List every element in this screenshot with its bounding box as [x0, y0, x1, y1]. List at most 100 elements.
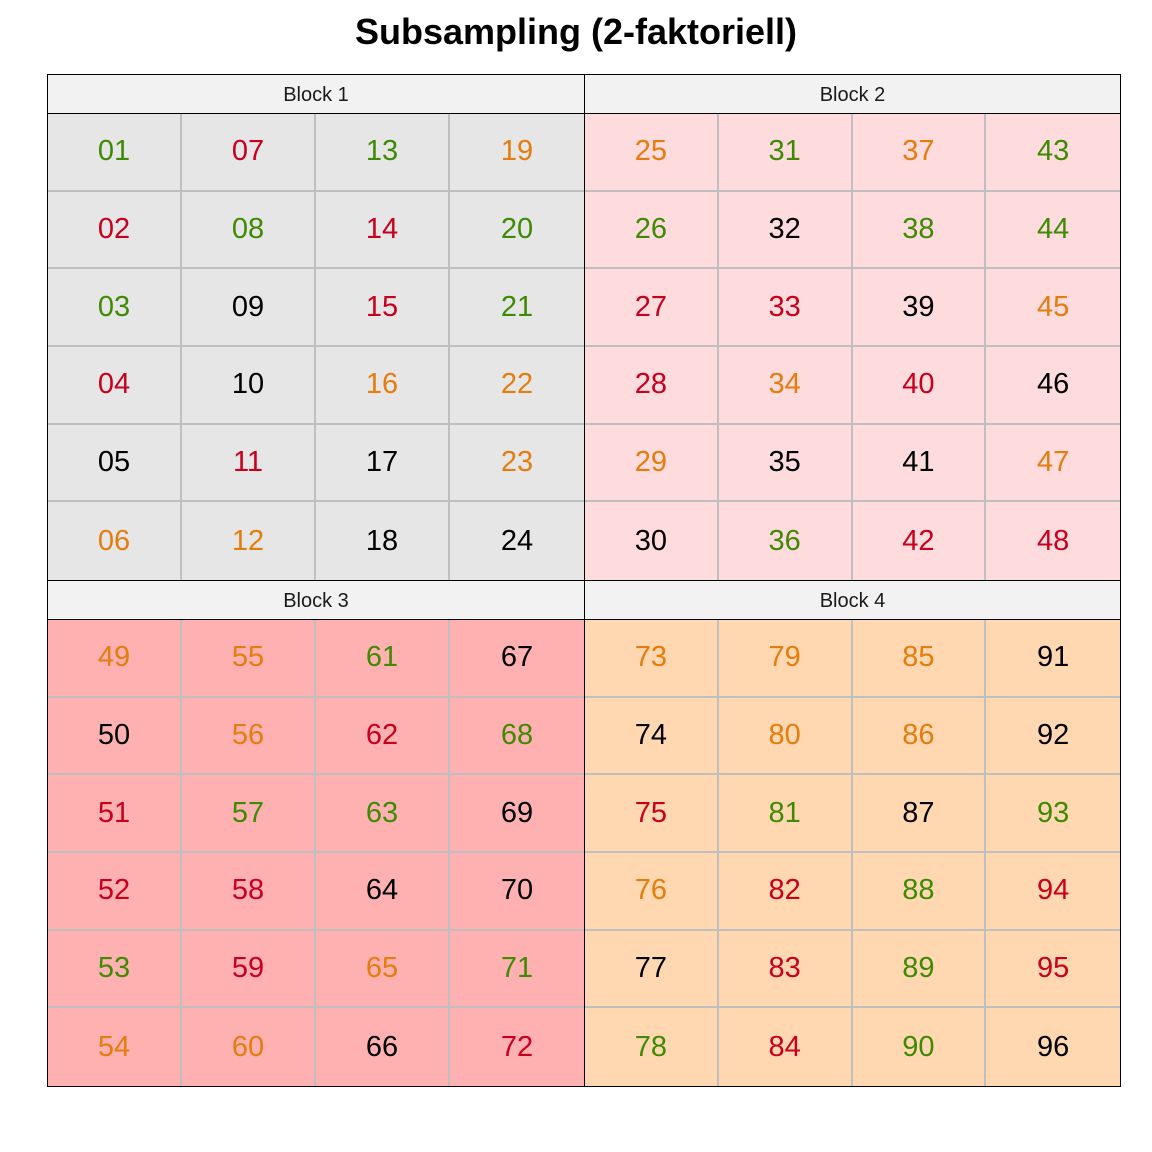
cell-number: 14: [316, 191, 450, 270]
cell-number: 82: [718, 852, 853, 931]
cell-number: 96: [1036, 1030, 1070, 1063]
cell-number: 76: [585, 852, 719, 931]
cell-number: 24: [500, 524, 534, 557]
cell-number: 44: [986, 192, 1120, 270]
cell-number: 70: [450, 853, 584, 931]
cell-number: 43: [986, 114, 1120, 192]
cell-number: 17: [316, 424, 450, 503]
cell-number: 07: [182, 114, 316, 192]
block-grid: 25 26 27 28 29 30 31 32 33 34 35 36 37 38 39 40 41 42 43 44…: [585, 114, 1120, 580]
cell-number: 77: [585, 930, 719, 1009]
cell-number: 79: [718, 620, 853, 698]
cell-number: 69: [450, 775, 584, 853]
cell-number: 27: [585, 269, 719, 347]
cell-number: 87: [852, 775, 987, 853]
cell-number: 32: [718, 191, 853, 270]
cell-number: 41: [852, 424, 987, 503]
cell-number: 36: [719, 502, 853, 580]
cell-number: 55: [182, 620, 316, 698]
cell-number: 20: [450, 192, 584, 270]
cell-number: 34: [718, 346, 853, 425]
cell-number: 81: [718, 775, 853, 853]
page-title: Subsampling (2-faktoriell): [354, 11, 798, 52]
cell-number: 50: [48, 697, 182, 776]
cell-number: 94: [986, 853, 1120, 931]
cell-number: 25: [585, 114, 719, 192]
cell-number: 49: [48, 620, 182, 698]
cell-number: 08: [182, 191, 316, 270]
block-header-1: Block 1: [48, 75, 584, 114]
cell-number: 09: [182, 269, 316, 347]
block-grid: 73 74 75 76 77 78 79 80 81 82 83 84 85 86 87 88 89 90 91 92…: [585, 620, 1120, 1086]
block-header-2: Block 2: [585, 75, 1120, 114]
cell-number: 89: [852, 930, 987, 1009]
cell-number: 45: [986, 269, 1120, 347]
cell-number: 74: [585, 697, 719, 776]
cell-number: 91: [986, 620, 1120, 698]
cell-number: 95: [986, 931, 1120, 1009]
cell-number: 15: [316, 269, 450, 347]
cell-number: 80: [718, 697, 853, 776]
cell-number: 42: [853, 502, 987, 580]
cell-number: 51: [48, 775, 182, 853]
cell-number: 16: [316, 346, 450, 425]
cell-number: 19: [450, 114, 584, 192]
cell-number: 90: [853, 1008, 987, 1086]
cell-number: 29: [585, 424, 719, 503]
cell-number: 67: [450, 620, 584, 698]
cell-number: 02: [48, 191, 182, 270]
cell-number: 64: [316, 852, 450, 931]
cell-number: 92: [986, 698, 1120, 776]
cell-number: 28: [585, 346, 719, 425]
cell-number: 31: [718, 114, 853, 192]
cell-number: 72: [500, 1030, 534, 1063]
cell-number: 53: [48, 930, 182, 1009]
cell-number: 18: [316, 502, 450, 580]
cell-number: 11: [182, 424, 316, 503]
cell-number: 68: [450, 698, 584, 776]
cell-number: 86: [852, 697, 987, 776]
cell-number: 33: [718, 269, 853, 347]
block-panel-4: Block 4 73 74 75 76 77 78 79 80 81 82 83 84 85 86 87 88…: [584, 580, 1121, 1087]
cell-number: 04: [48, 346, 182, 425]
cell-number: 83: [718, 930, 853, 1009]
cell-number: 01: [48, 114, 182, 192]
cell-number: 12: [182, 502, 316, 580]
cell-number: 93: [986, 775, 1120, 853]
cell-number: 65: [316, 930, 450, 1009]
cell-number: 37: [852, 114, 987, 192]
cell-number: 56: [182, 697, 316, 776]
cell-number: 26: [585, 191, 719, 270]
cell-number: 75: [585, 775, 719, 853]
cell-number: 40: [852, 346, 987, 425]
cell-number: 85: [852, 620, 987, 698]
cell-number: 03: [48, 269, 182, 347]
block-grid: 49 50 51 52 53 54 55 56 57 58 59 60 61 62 63 64 65 66 67 68…: [48, 620, 584, 1086]
cell-number: 58: [182, 852, 316, 931]
cell-number: 62: [316, 697, 450, 776]
cell-number: 57: [182, 775, 316, 853]
cell-number: 13: [316, 114, 450, 192]
cell-number: 60: [182, 1008, 316, 1086]
cell-number: 30: [585, 502, 719, 580]
cell-number: 88: [852, 852, 987, 931]
cell-number: 39: [852, 269, 987, 347]
cell-number: 48: [1036, 524, 1070, 557]
cell-number: 59: [182, 930, 316, 1009]
cell-number: 10: [182, 346, 316, 425]
cell-number: 66: [316, 1008, 450, 1086]
cell-number: 35: [718, 424, 853, 503]
block-header-4: Block 4: [585, 581, 1120, 620]
block-header-3: Block 3: [48, 581, 584, 620]
block-grid: 01 02 03 04 05 06 07 08 09 10 11 12 13 14 15 16 17 18 19 20…: [48, 114, 584, 580]
cell-number: 71: [450, 931, 584, 1009]
cell-number: 23: [450, 425, 584, 503]
cell-number: 06: [48, 502, 182, 580]
cell-number: 21: [450, 269, 584, 347]
cell-number: 54: [48, 1008, 182, 1086]
block-panel-3: Block 3 49 50 51 52 53 54 55 56 57 58 59 60 61 62 63 64…: [47, 580, 585, 1087]
cell-number: 46: [986, 347, 1120, 425]
cell-number: 22: [450, 347, 584, 425]
cell-number: 38: [852, 191, 987, 270]
cell-number: 52: [48, 852, 182, 931]
